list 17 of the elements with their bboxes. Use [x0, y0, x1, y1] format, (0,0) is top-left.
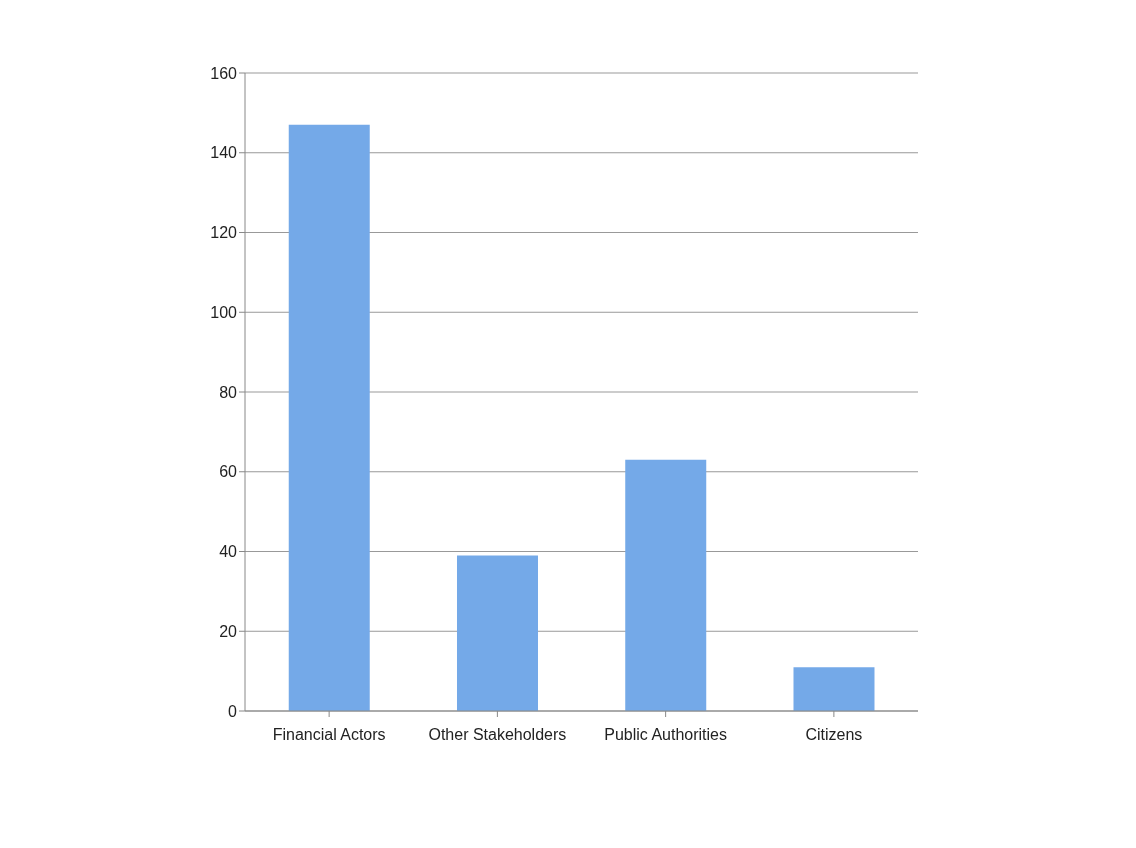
x-tick-label: Other Stakeholders	[428, 726, 567, 744]
x-tick-label: Financial Actors	[272, 726, 386, 744]
x-tick-label: Public Authorities	[604, 726, 727, 744]
y-tick-label: 120	[210, 224, 238, 242]
y-tick-label: 20	[219, 622, 238, 640]
bar	[288, 124, 370, 711]
y-tick-label: 100	[210, 303, 238, 321]
y-tick-label: 80	[219, 383, 238, 401]
bar	[457, 555, 538, 711]
y-tick-label: 40	[219, 543, 238, 561]
bar	[625, 459, 707, 711]
x-tick-label: Citizens	[805, 726, 863, 744]
y-tick-label: 0	[228, 702, 238, 720]
y-tick-label: 140	[210, 144, 238, 162]
y-tick-label: 60	[219, 463, 238, 481]
bar	[793, 667, 875, 711]
y-tick-label: 160	[210, 64, 238, 82]
